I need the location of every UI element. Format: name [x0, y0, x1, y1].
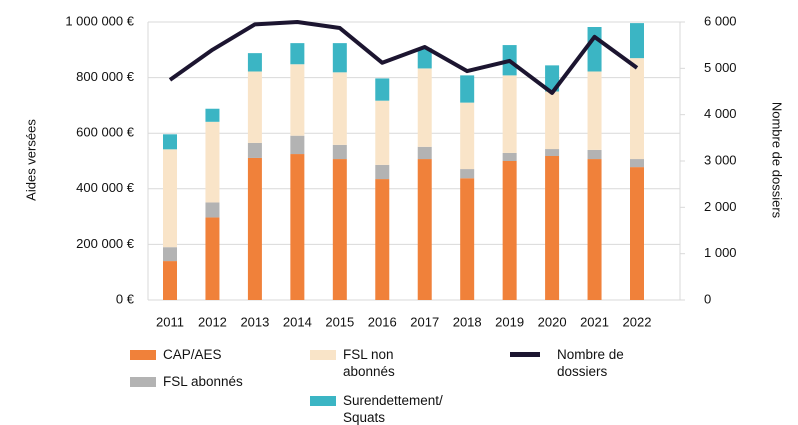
y2-axis-title: Nombre de dossiers	[770, 102, 785, 219]
bar-segment	[290, 64, 305, 136]
x-tick-label: 2015	[325, 314, 354, 329]
legend-swatch	[310, 396, 336, 406]
bar-segment	[290, 154, 305, 300]
bar-segment	[545, 91, 560, 150]
bar-segment	[332, 72, 347, 145]
bar-segment	[205, 121, 220, 203]
bar-segment	[375, 78, 390, 101]
bar-segment	[163, 134, 177, 150]
bar-segment	[205, 108, 220, 122]
bar-segment	[290, 43, 305, 65]
bar-segment	[587, 71, 602, 150]
x-tick-label: 2014	[283, 314, 312, 329]
bar-segment	[630, 58, 644, 160]
y2-tick-label: 4 000	[704, 106, 737, 121]
bar-segment	[247, 53, 262, 72]
legend-swatch	[510, 352, 540, 357]
bar-segment	[502, 161, 517, 300]
y2-tick-label: 0	[704, 291, 711, 306]
bar-segment	[375, 179, 390, 300]
y-tick-label: 200 000 €	[76, 236, 135, 251]
y-tick-label: 400 000 €	[76, 180, 135, 195]
bar-segment	[375, 164, 390, 180]
bar-segment	[205, 217, 220, 300]
legend-label: FSL non abonnés	[343, 347, 395, 379]
legend-swatch	[310, 350, 336, 360]
y2-tick-label: 1 000	[704, 245, 737, 260]
bar-segment	[460, 102, 475, 170]
y2-tick-label: 6 000	[704, 13, 737, 28]
x-tick-label: 2018	[453, 314, 482, 329]
bar-segment	[163, 247, 177, 262]
legend-swatch	[130, 377, 156, 387]
legend-label: Nombre de dossiers	[557, 347, 624, 379]
bar-segment	[587, 159, 602, 300]
y2-tick-label: 2 000	[704, 199, 737, 214]
x-tick-label: 2022	[623, 314, 652, 329]
bar-segment	[205, 202, 220, 218]
y-axis-title: Aides versées	[23, 119, 38, 201]
bar-segment	[417, 146, 432, 160]
x-tick-label: 2012	[198, 314, 227, 329]
y2-tick-label: 5 000	[704, 60, 737, 75]
bar-segment	[502, 152, 517, 161]
bar-segment	[332, 144, 347, 160]
bar-segment	[630, 23, 644, 59]
bar-segment	[630, 159, 644, 168]
bar-segment	[332, 43, 347, 73]
y2-tick-label: 3 000	[704, 152, 737, 167]
bar-segment	[290, 135, 305, 155]
bar-segment	[630, 167, 644, 300]
y-tick-label: 800 000 €	[76, 69, 135, 84]
y-tick-label: 0 €	[116, 291, 135, 306]
x-tick-label: 2013	[240, 314, 269, 329]
bar-segment	[587, 27, 602, 72]
bar-segment	[247, 71, 262, 143]
bar-segment	[460, 178, 475, 300]
bar-segment	[332, 159, 347, 300]
bar-segment	[587, 149, 602, 160]
bar-segment	[163, 261, 177, 300]
bar-segment	[417, 159, 432, 300]
bar-segment	[417, 48, 432, 69]
y-tick-label: 1 000 000 €	[65, 13, 134, 28]
x-tick-label: 2020	[538, 314, 567, 329]
x-tick-label: 2011	[156, 314, 184, 329]
bar-segment	[460, 75, 475, 103]
bar-segment	[460, 169, 475, 179]
x-tick-label: 2019	[495, 314, 524, 329]
line-series	[168, 20, 639, 95]
bar-segment	[545, 155, 560, 300]
bar-segment	[163, 149, 177, 248]
legend-swatch	[130, 350, 156, 360]
bar-segment	[545, 149, 560, 156]
bar-segment	[502, 75, 517, 153]
x-tick-label: 2016	[368, 314, 397, 329]
x-tick-label: 2021	[580, 314, 609, 329]
x-tick-label: 2017	[410, 314, 439, 329]
bar-segment	[247, 157, 262, 300]
bar-segment	[417, 68, 432, 147]
y-tick-label: 600 000 €	[76, 125, 135, 140]
bar-segment	[375, 100, 390, 165]
bar-segment	[247, 142, 262, 158]
legend-label: Surendettement/ Squats	[343, 393, 443, 425]
legend-label: CAP/AES	[163, 347, 222, 362]
legend-label: FSL abonnés	[163, 374, 243, 389]
